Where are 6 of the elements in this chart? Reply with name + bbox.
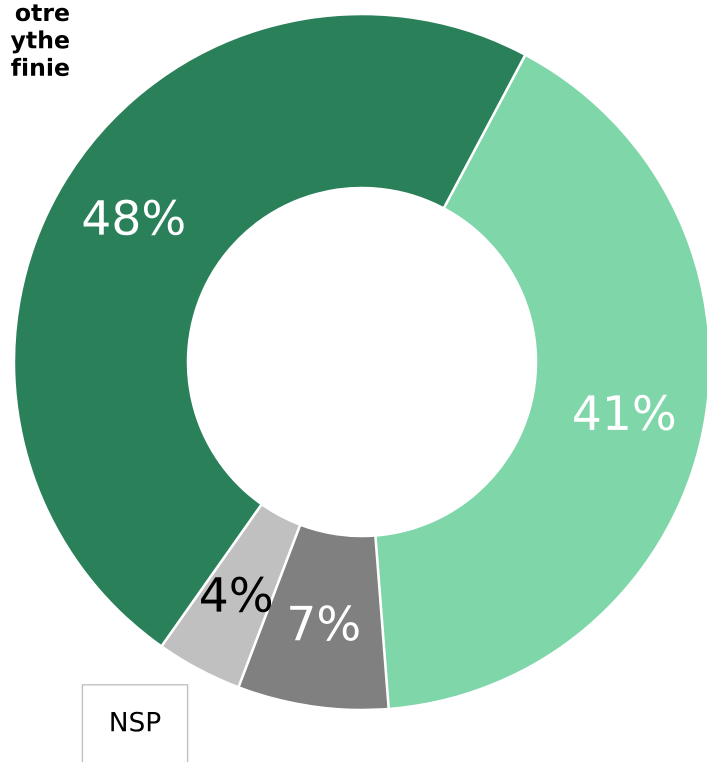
data-label: 7%: [290, 605, 359, 641]
data-label: 48%: [84, 200, 184, 236]
text: otre ythe finie: [10, 4, 69, 76]
data-label: 4%: [201, 576, 272, 612]
text: NSP: [111, 712, 160, 732]
data-label: 41%: [574, 394, 674, 430]
